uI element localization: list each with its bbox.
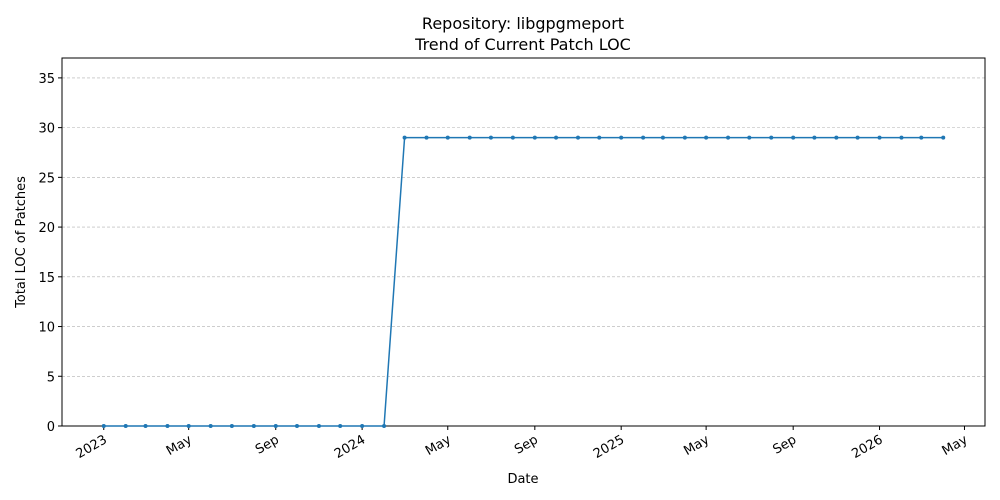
y-axis-label: Total LOC of Patches [14, 176, 29, 309]
point [510, 135, 515, 140]
line [103, 136, 944, 427]
point [641, 135, 646, 140]
point [941, 135, 946, 140]
point [597, 135, 602, 140]
point [855, 135, 860, 140]
point [747, 135, 752, 140]
point [791, 135, 796, 140]
point [660, 135, 665, 140]
point [877, 135, 882, 140]
point [899, 135, 904, 140]
y-tick-label: 10 [38, 321, 55, 336]
chart-title: Repository: libgpgmeport [422, 14, 624, 33]
point [273, 424, 278, 428]
point [467, 135, 472, 140]
point [402, 135, 407, 140]
point [704, 135, 709, 140]
point [424, 135, 429, 140]
y-tick-label: 20 [38, 221, 55, 236]
y-tick-label: 25 [38, 171, 55, 186]
point [123, 424, 128, 428]
y-tick-label: 0 [47, 420, 55, 435]
point [812, 135, 817, 140]
point [576, 135, 581, 140]
point [919, 135, 924, 140]
y-tick-label: 30 [38, 122, 55, 137]
y-tick-label: 35 [38, 72, 55, 87]
point [682, 135, 687, 140]
point [554, 135, 559, 140]
point [726, 135, 731, 140]
point [834, 135, 839, 140]
point [532, 135, 537, 140]
point [165, 424, 170, 428]
point [208, 424, 213, 428]
point [143, 424, 148, 428]
point [294, 424, 299, 428]
point [488, 135, 493, 140]
plot-frame [61, 57, 986, 427]
point [186, 424, 191, 428]
point [382, 424, 387, 428]
point [101, 424, 106, 428]
y-tick-label: 5 [47, 370, 55, 385]
point [360, 424, 365, 428]
point [316, 424, 321, 428]
point [251, 424, 256, 428]
y-tick-label: 15 [38, 271, 55, 286]
chart-subtitle: Trend of Current Patch LOC [414, 35, 631, 54]
point [229, 424, 234, 428]
x-axis-label: Date [507, 472, 538, 487]
point [338, 424, 343, 428]
point [619, 135, 624, 140]
point [445, 135, 450, 140]
point [769, 135, 774, 140]
